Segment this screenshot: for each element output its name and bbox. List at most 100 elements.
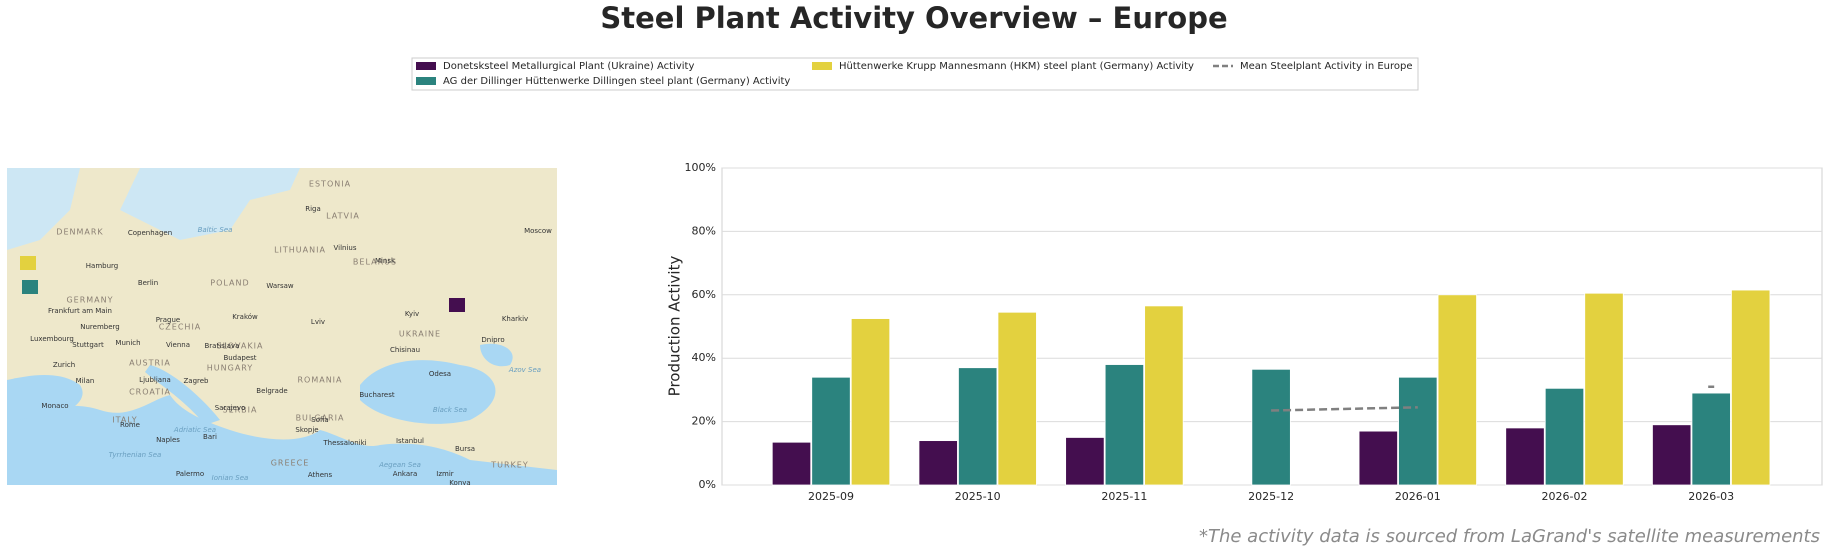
map-label: BELARUS (353, 258, 397, 267)
map-label: Bursa (455, 445, 475, 453)
mean-line (1271, 385, 1715, 412)
x-tick-label: 2026-02 (1542, 490, 1588, 503)
map-label: Zurich (53, 361, 75, 369)
bar (918, 440, 958, 486)
x-tick-label: 2025-10 (955, 490, 1001, 503)
x-tick-label: 2026-01 (1395, 490, 1441, 503)
map-label: Ionian Sea (212, 474, 249, 482)
map-label: Ljubljana (139, 376, 171, 384)
bar (1584, 292, 1624, 486)
map-label: Vienna (166, 341, 190, 349)
map-label: Black Sea (433, 406, 467, 414)
map-label: Kraków (232, 313, 258, 321)
map-label: Skopje (295, 426, 318, 434)
map-label: Monaco (41, 402, 68, 410)
y-tick-label: 20% (692, 415, 716, 428)
map-label: Dnipro (481, 336, 504, 344)
map-label: Sarajevo (215, 404, 246, 412)
map-label: Luxembourg (30, 335, 74, 343)
y-tick-label: 100% (685, 161, 716, 174)
map-label: Kyiv (405, 310, 419, 318)
map-label: UKRAINE (399, 330, 441, 339)
legend-label: Donetsksteel Metallurgical Plant (Ukrain… (443, 61, 694, 72)
map-label: HUNGARY (207, 364, 253, 373)
plant-marker (20, 256, 36, 270)
map-label: Konya (449, 479, 470, 487)
map-sea (120, 168, 300, 240)
bar (1505, 427, 1545, 486)
map-sea (145, 365, 220, 425)
legend-swatch (812, 62, 832, 70)
map-label: Ankara (393, 470, 418, 478)
map-label: BULGARIA (296, 414, 345, 423)
map-label: Frankfurt am Main (48, 307, 112, 315)
map-label: Adriatic Sea (173, 426, 216, 434)
map-label: Copenhagen (128, 229, 172, 237)
bar (1358, 430, 1398, 486)
x-tick-label: 2025-12 (1248, 490, 1294, 503)
map-label: Belgrade (256, 387, 287, 395)
footnote: *The activity data is sourced from LaGra… (1199, 526, 1820, 547)
bar (1398, 376, 1438, 486)
map-label: Lviv (311, 318, 325, 326)
bar (1437, 294, 1477, 486)
map-label: SERBIA (222, 406, 257, 415)
plant-marker (449, 298, 465, 312)
map-label: GREECE (271, 459, 310, 468)
y-axis-label: Production Activity (666, 256, 684, 397)
x-tick-label: 2025-11 (1101, 490, 1147, 503)
chart-title: Steel Plant Activity Overview – Europe (600, 1, 1227, 35)
map-label: LATVIA (326, 212, 360, 221)
map-label: Milan (76, 377, 95, 385)
map-label: Zagreb (183, 377, 209, 385)
bar (1691, 392, 1731, 486)
map-label: Baltic Sea (198, 226, 233, 234)
map-label: Aegean Sea (378, 461, 421, 469)
legend-swatch (416, 62, 436, 70)
map-label: CZECHIA (159, 323, 202, 332)
y-tick-label: 0% (699, 478, 716, 491)
map-label: LITHUANIA (274, 246, 326, 255)
map-sea (360, 360, 496, 424)
map-label: CROATIA (129, 388, 171, 397)
map-label: Kharkiv (502, 315, 528, 323)
bar (1144, 305, 1184, 486)
map-label: DENMARK (56, 228, 103, 237)
map-label: Riga (305, 205, 321, 213)
map-label: ROMANIA (297, 376, 342, 385)
map-label: Bucharest (359, 391, 394, 399)
map-label: Chisinau (390, 346, 420, 354)
map-label: Thessaloniki (322, 439, 366, 447)
map-label: Berlin (138, 279, 158, 287)
legend-swatch (416, 77, 436, 85)
map: ESTONIA LATVIA LITHUANIA BELARUS POLAND GERMA… (7, 168, 557, 487)
y-tick-label: 80% (692, 224, 716, 237)
map-label: POLAND (210, 279, 249, 288)
legend-box (411, 57, 1419, 91)
map-label: Bratislava (205, 342, 240, 350)
map-label: Rome (120, 421, 140, 429)
bar (1065, 437, 1105, 486)
map-label: Athens (308, 471, 333, 479)
bar (1104, 364, 1145, 486)
map-label: Istanbul (396, 437, 424, 445)
map-label: Sofia (311, 416, 328, 424)
legend-label: Mean Steelplant Activity in Europe (1240, 61, 1413, 72)
legend-label: Hüttenwerke Krupp Mannesmann (HKM) steel… (839, 61, 1194, 72)
map-label: ESTONIA (309, 180, 351, 189)
legend-label: AG der Dillinger Hüttenwerke Dillingen s… (443, 76, 790, 87)
map-label: ITALY (112, 416, 137, 425)
map-label: Odesa (429, 370, 451, 378)
map-label: Stuttgart (72, 341, 104, 349)
bar (997, 311, 1037, 486)
map-label: TURKEY (490, 461, 529, 470)
map-sea (7, 395, 557, 485)
map-sea (480, 343, 513, 367)
bar (1544, 387, 1585, 486)
map-label: Munich (115, 339, 140, 347)
map-sea (7, 168, 80, 250)
map-label: AUSTRIA (129, 359, 171, 368)
bar (850, 318, 891, 486)
map-label: Hamburg (86, 262, 118, 270)
